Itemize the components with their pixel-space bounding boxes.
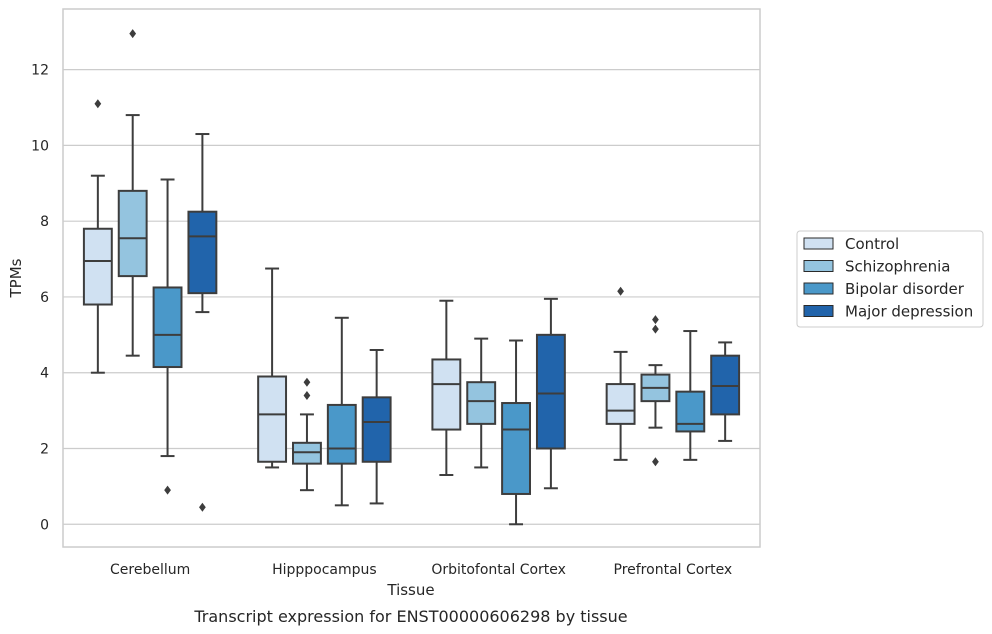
- box-3-3: [710, 341, 741, 442]
- box-body: [466, 381, 497, 425]
- legend-swatch: [803, 282, 834, 295]
- outlier-point: [652, 315, 659, 325]
- box-body: [326, 403, 357, 465]
- y-tick-label: 4: [40, 366, 49, 382]
- box-2-1: [326, 316, 357, 507]
- box-body: [675, 390, 706, 433]
- x-tick-labels: Cerebellum Hipppocampus Orbitofontal Corte…: [110, 562, 732, 578]
- box-body: [361, 396, 392, 463]
- box-3-1: [361, 348, 392, 505]
- box-body: [535, 333, 566, 450]
- outlier-point: [617, 286, 624, 296]
- legend-swatch: [803, 237, 834, 250]
- outlier-point: [303, 390, 311, 400]
- legend-label: Control: [845, 235, 899, 253]
- x-axis-label: Tissue: [386, 581, 434, 599]
- x-tick-label: Prefrontal Cortex: [614, 562, 733, 578]
- legend-swatch: [803, 260, 834, 272]
- legend-label: Bipolar disorder: [845, 280, 965, 298]
- box-body: [501, 402, 531, 495]
- outlier-point: [652, 324, 659, 334]
- box-3-2: [535, 297, 566, 490]
- box-1-2: [466, 337, 497, 469]
- box-body: [82, 227, 113, 306]
- plot-frame: [62, 8, 761, 548]
- outlier-point: [129, 29, 137, 39]
- box-body: [257, 375, 288, 463]
- box-2-3: [675, 330, 706, 461]
- box-1-3: [640, 315, 671, 467]
- y-tick-label: 10: [31, 138, 49, 154]
- y-tick-label: 6: [40, 290, 49, 306]
- chart-caption: Transcript expression for ENST0000060629…: [193, 607, 627, 626]
- legend-label: Major depression: [845, 303, 973, 321]
- outlier-point: [303, 377, 311, 387]
- box-1-0: [117, 29, 148, 357]
- box-body: [152, 286, 183, 369]
- y-tick-label: 8: [40, 214, 49, 230]
- outlier-point: [164, 485, 171, 495]
- outlier-point: [199, 502, 206, 512]
- y-tick-label: 12: [31, 63, 49, 79]
- box-3-0: [187, 133, 218, 512]
- box-0-3: [605, 286, 636, 461]
- box-body: [605, 383, 636, 425]
- y-tick-label: 0: [40, 517, 49, 533]
- outlier-point: [94, 99, 102, 109]
- box-2-0: [152, 178, 183, 495]
- y-tick-labels: 0 2 4 6 8 10 12: [31, 63, 49, 534]
- x-tick-label: Orbitofontal Cortex: [431, 562, 566, 578]
- box-body: [187, 210, 218, 295]
- x-tick-label: Cerebellum: [110, 562, 190, 578]
- box-0-2: [431, 299, 462, 477]
- outlier-point: [652, 457, 659, 467]
- boxes: [82, 29, 741, 526]
- legend-label: Schizophrenia: [845, 258, 950, 276]
- legend-frame: [796, 230, 984, 328]
- box-1-1: [292, 377, 322, 492]
- y-axis-label: TPMs: [7, 258, 25, 298]
- box-0-0: [82, 99, 113, 374]
- box-2-2: [501, 339, 531, 526]
- box-body: [431, 358, 462, 431]
- legend-swatch: [803, 305, 834, 317]
- legend: Control Schizophrenia Bipolar disorder Majo…: [796, 230, 984, 328]
- y-tick-label: 2: [40, 441, 49, 457]
- box-0-1: [257, 267, 288, 469]
- box-body: [117, 189, 148, 278]
- x-tick-label: Hipppocampus: [272, 562, 377, 578]
